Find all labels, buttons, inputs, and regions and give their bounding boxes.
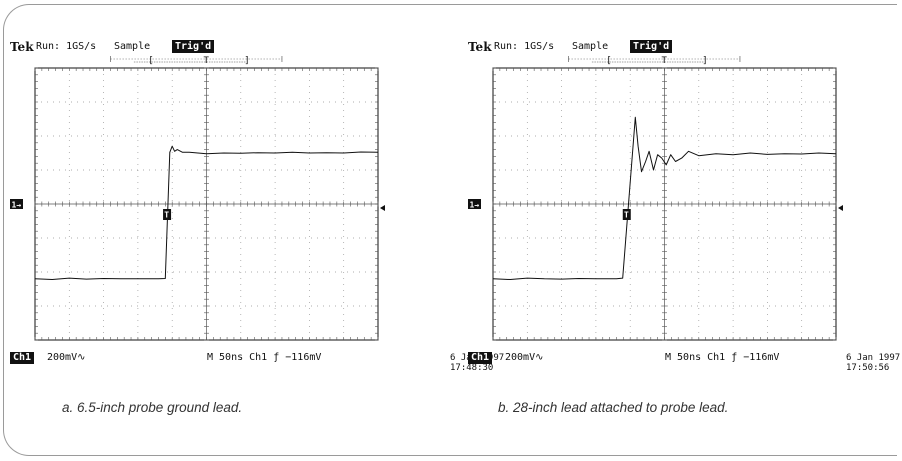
scope-display: [] T 1→ T	[10, 56, 385, 341]
trigger-point-label: T	[624, 211, 629, 220]
ground-marker-icon	[468, 199, 481, 209]
waveform-trace	[34, 145, 379, 280]
scope-display: [] T 1→ T	[468, 56, 843, 341]
timebase-label: M 50ns Ch1 ƒ −116mV	[665, 352, 780, 363]
trigger-time-marker: T	[204, 56, 210, 66]
channel-badge: Ch1	[468, 352, 493, 364]
run-label: Run: 1GS/s	[36, 41, 97, 52]
trigger-point-icon	[163, 209, 172, 220]
trigger-level-icon	[380, 205, 385, 211]
volts-per-div-label: 200mV∿	[47, 352, 86, 363]
channel-badge: Ch1	[10, 352, 35, 364]
trigger-time-marker: T	[662, 56, 668, 66]
ground-marker-label: 1→	[12, 201, 22, 210]
run-label: Run: 1GS/s	[494, 41, 555, 52]
bracket-left: [	[606, 56, 611, 66]
caption-a: a. 6.5-inch probe ground lead.	[62, 400, 243, 415]
bracket-left: [	[148, 56, 153, 66]
trigger-level-icon	[838, 205, 843, 211]
ac-coupling-icon: ∿	[77, 352, 86, 363]
caption-b: b. 28-inch lead attached to probe lead.	[498, 400, 729, 415]
scope-footer: Ch1 200mV∿ M 50ns Ch1 ƒ −116mV	[10, 352, 450, 366]
timestamp: 6 Jan 1997 17:50:56	[846, 353, 900, 373]
trig-status-badge: Trig'd	[172, 40, 215, 53]
brand-label: Tek	[10, 40, 34, 54]
waveform-trace	[492, 116, 837, 280]
time-label: 17:48:30	[450, 363, 494, 373]
bracket-right: ]	[244, 56, 249, 66]
ground-marker-label: 1→	[470, 201, 480, 210]
mode-label: Sample	[114, 41, 151, 52]
ac-coupling-icon: ∿	[535, 352, 544, 363]
trig-status-badge: Trig'd	[630, 40, 673, 53]
ground-marker-icon	[10, 199, 23, 209]
timebase-label: M 50ns Ch1 ƒ −116mV	[207, 352, 322, 363]
scope-b: Tek Run: 1GS/s Sample Trig'd [] T 1→ T Ch1 …	[468, 40, 902, 373]
mode-label: Sample	[572, 41, 609, 52]
scope-footer: Ch1 200mV∿ M 50ns Ch1 ƒ −116mV	[468, 352, 902, 366]
trigger-point-icon	[622, 209, 631, 220]
brand-label: Tek	[468, 40, 492, 54]
date-label: 6 Jan 1997	[846, 353, 901, 363]
volts-per-div-label: 200mV∿	[505, 352, 544, 363]
time-label: 17:50:56	[846, 363, 890, 373]
figure-frame	[3, 4, 897, 456]
bracket-right: ]	[702, 56, 707, 66]
scope-a: Tek Run: 1GS/s Sample Trig'd [] T 1→ T Ch1 …	[10, 40, 504, 373]
trigger-point-label: T	[164, 211, 169, 220]
